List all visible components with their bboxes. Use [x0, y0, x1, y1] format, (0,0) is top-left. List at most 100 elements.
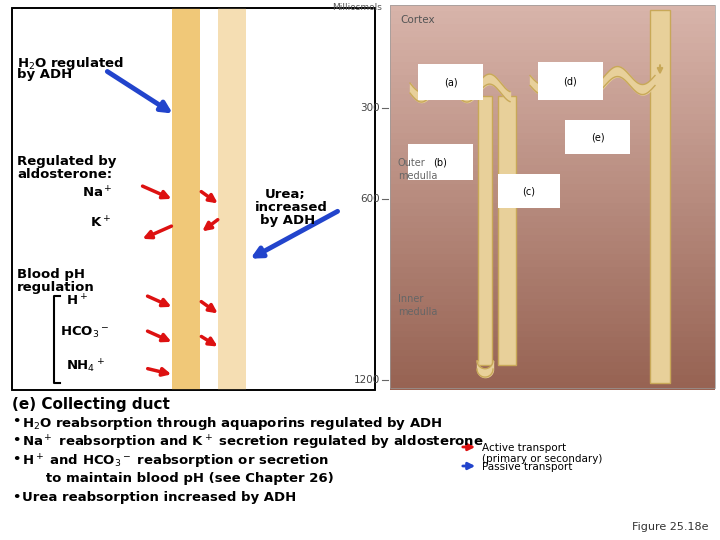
Text: to maintain blood pH (see Chapter 26): to maintain blood pH (see Chapter 26) [32, 472, 334, 485]
Bar [12, 8, 375, 390]
Bar [498, 174, 560, 208]
Text: H$^+$: H$^+$ [66, 293, 88, 308]
Text: Urea;: Urea; [265, 188, 306, 201]
Text: Regulated by: Regulated by [17, 155, 117, 168]
Bar [390, 305, 715, 313]
Bar [390, 113, 715, 122]
Bar [390, 69, 715, 77]
Bar [390, 247, 715, 255]
Text: NH$_4$$^+$: NH$_4$$^+$ [66, 358, 105, 375]
Text: •: • [12, 491, 20, 504]
Bar [390, 190, 715, 198]
Bar [390, 24, 715, 32]
Bar [390, 177, 715, 185]
Text: by ADH: by ADH [260, 214, 315, 227]
Bar [390, 312, 715, 319]
Bar [390, 235, 715, 242]
Text: Active transport: Active transport [482, 443, 566, 453]
Text: Cortex: Cortex [400, 15, 435, 25]
Bar [390, 337, 715, 345]
Bar [418, 64, 483, 100]
Bar [390, 37, 715, 45]
Bar [390, 350, 715, 357]
Bar [390, 158, 715, 166]
Bar [498, 96, 516, 365]
Bar [390, 126, 715, 134]
Bar [390, 139, 715, 147]
Bar [390, 31, 715, 38]
Text: Urea reabsorption increased by ADH: Urea reabsorption increased by ADH [22, 491, 296, 504]
Text: •: • [12, 434, 20, 447]
Bar [390, 165, 715, 172]
Bar [390, 318, 715, 326]
Text: •: • [12, 453, 20, 466]
Text: Passive transport: Passive transport [482, 462, 572, 472]
Bar [390, 215, 715, 224]
Bar [390, 11, 715, 19]
Bar [390, 228, 715, 237]
Text: aldosterone:: aldosterone: [17, 168, 112, 181]
Text: (e) Collecting duct: (e) Collecting duct [12, 397, 170, 412]
Bar [390, 63, 715, 70]
Bar [538, 62, 603, 100]
Text: Inner
medulla: Inner medulla [398, 294, 437, 317]
Bar [390, 101, 715, 109]
Bar [390, 120, 715, 128]
Bar [650, 10, 670, 383]
Bar [390, 324, 715, 332]
Bar [218, 8, 246, 390]
Text: Blood pH: Blood pH [17, 268, 85, 281]
Bar [390, 5, 715, 13]
Text: 300: 300 [361, 103, 380, 113]
Bar [390, 260, 715, 268]
Bar [390, 75, 715, 83]
Bar [390, 286, 715, 294]
Bar [390, 254, 715, 262]
Bar [390, 267, 715, 275]
Bar [390, 171, 715, 179]
Bar [390, 184, 715, 192]
Bar [390, 299, 715, 307]
Bar [390, 5, 715, 388]
Text: by ADH: by ADH [17, 68, 72, 81]
Bar [390, 203, 715, 211]
Text: (c): (c) [523, 186, 536, 197]
Bar [172, 8, 200, 390]
Text: (e): (e) [590, 132, 604, 142]
Text: •: • [12, 415, 20, 428]
Bar [390, 382, 715, 389]
Text: Outer
medulla: Outer medulla [398, 158, 437, 181]
Text: H$^+$ and HCO$_3$$^-$ reabsorption or secretion: H$^+$ and HCO$_3$$^-$ reabsorption or se… [22, 453, 329, 471]
Bar [390, 222, 715, 230]
Text: regulation: regulation [17, 281, 95, 294]
Text: H$_2$O reabsorption through aquaporins regulated by ADH: H$_2$O reabsorption through aquaporins r… [22, 415, 442, 432]
Bar [390, 292, 715, 300]
Bar [390, 88, 715, 96]
Bar [390, 362, 715, 370]
Text: Milliosmols: Milliosmols [332, 3, 382, 12]
Bar [390, 375, 715, 383]
Bar [390, 145, 715, 153]
Bar [408, 144, 473, 180]
Bar [390, 18, 715, 25]
Bar [478, 96, 492, 365]
Bar [565, 120, 630, 154]
Text: 1200: 1200 [354, 375, 380, 385]
Bar [390, 94, 715, 102]
Bar [390, 133, 715, 140]
Text: Na$^+$: Na$^+$ [82, 185, 113, 200]
Text: K$^+$: K$^+$ [90, 215, 111, 230]
Text: H$_2$O regulated: H$_2$O regulated [17, 55, 124, 72]
Bar [390, 107, 715, 115]
Text: (d): (d) [564, 76, 577, 86]
Bar [390, 197, 715, 204]
Bar [12, 8, 375, 390]
Text: (b): (b) [433, 157, 447, 167]
Bar [390, 343, 715, 351]
Bar [390, 280, 715, 287]
Text: 600: 600 [361, 193, 380, 204]
Bar [390, 152, 715, 160]
Text: HCO$_3$$^-$: HCO$_3$$^-$ [60, 325, 109, 340]
Bar [390, 273, 715, 281]
Text: increased: increased [255, 201, 328, 214]
